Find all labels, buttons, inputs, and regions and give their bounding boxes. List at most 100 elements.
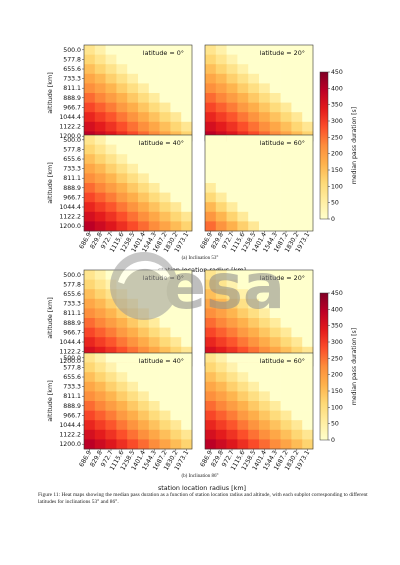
heatmap-cell <box>291 93 303 103</box>
heatmap-cell <box>148 410 160 421</box>
heatmap-cell <box>302 279 314 290</box>
heatmap-cell <box>280 135 292 145</box>
heatmap-cell <box>302 308 314 319</box>
heatmap-cell <box>248 420 260 431</box>
heatmap-cell <box>181 289 193 300</box>
heatmap-cell <box>84 173 96 184</box>
heatmap-cell <box>94 83 106 94</box>
heatmap-cell <box>94 183 106 193</box>
heatmap-cell <box>291 83 303 94</box>
heatmap-cell <box>291 54 303 65</box>
heatmap-cell <box>181 135 193 145</box>
heatmap-cell <box>291 163 303 174</box>
heatmap-cell <box>84 362 96 373</box>
heatmap-cell <box>159 112 171 123</box>
heatmap-cell <box>248 327 260 338</box>
heatmap-cell <box>215 102 227 113</box>
heatmap-cell <box>159 64 171 75</box>
heatmap-cell <box>159 192 171 203</box>
heatmap-cell <box>159 173 171 184</box>
heatmap-cell <box>116 173 128 184</box>
heatmap-cell <box>127 401 139 411</box>
heatmap-cell <box>205 289 217 300</box>
heatmap-panel: latitude = 0° 500.0 577.8 655.6 733.3 811.1 88… <box>46 44 193 142</box>
heatmap-cell <box>148 439 160 450</box>
heatmap-cell <box>248 192 260 203</box>
heatmap-cell <box>159 154 171 165</box>
heatmap-cell <box>280 289 292 300</box>
heatmap-cell <box>226 429 238 440</box>
heatmap-cell <box>215 346 227 357</box>
heatmap-cell <box>138 54 150 65</box>
heatmap-cell <box>226 381 238 392</box>
heatmap-cell <box>280 308 292 319</box>
colorbar-tick-label: 0 <box>331 216 335 223</box>
heatmap-cell <box>302 346 314 357</box>
heatmap-cell <box>181 420 193 431</box>
heatmap-cell <box>159 93 171 103</box>
heatmap-cell <box>205 318 217 328</box>
heatmap-cell <box>237 381 249 392</box>
heatmap-cell <box>248 337 260 348</box>
heatmap-cell <box>105 270 117 280</box>
heatmap-cell <box>269 183 281 193</box>
heatmap-cell <box>248 202 260 213</box>
heatmap-cell <box>259 64 271 75</box>
heatmap-cell <box>127 346 139 357</box>
heatmap-cell <box>215 202 227 213</box>
heatmap-cell <box>237 211 249 222</box>
heatmap-cell <box>280 429 292 440</box>
heatmap-cell <box>215 183 227 193</box>
heatmap-cell <box>302 192 314 203</box>
heatmap-cell <box>280 173 292 184</box>
heatmap-cell <box>84 144 96 155</box>
heatmap-cell <box>116 83 128 94</box>
heatmap-cell <box>291 192 303 203</box>
heatmap-cell <box>215 121 227 132</box>
heatmap-cell <box>170 183 182 193</box>
heatmap-cell <box>237 337 249 348</box>
panel-frame <box>204 352 314 450</box>
heatmap-cell <box>148 346 160 357</box>
heatmap-cell <box>205 401 217 411</box>
heatmap-cell <box>159 202 171 213</box>
heatmap-cell <box>280 183 292 193</box>
heatmap-cell <box>181 362 193 373</box>
heatmap-cell <box>127 112 139 123</box>
subcaption-a: (a) Inclination 53° <box>181 256 219 261</box>
heatmap-cell <box>170 211 182 222</box>
heatmap-cell <box>170 83 182 94</box>
heatmap-cell <box>170 45 182 55</box>
heatmap-panel: latitude = 20° <box>204 44 314 142</box>
heatmap-cell <box>127 135 139 145</box>
heatmap-cell <box>159 45 171 55</box>
heatmap-cell <box>148 327 160 338</box>
heatmap-cell <box>148 73 160 84</box>
heatmap-cell <box>159 318 171 328</box>
heatmap-cell <box>291 391 303 402</box>
heatmap-cell <box>148 337 160 348</box>
heatmap-cell <box>138 211 150 222</box>
heatmap-cell <box>237 102 249 113</box>
heatmap-cell <box>259 381 271 392</box>
heatmap-cell <box>291 298 303 309</box>
heatmap-cell <box>148 211 160 222</box>
heatmap-cell <box>159 381 171 392</box>
heatmap-cell <box>84 211 96 222</box>
heatmap-cell <box>127 45 139 55</box>
heatmap-cell <box>248 289 260 300</box>
heatmap-cell <box>84 391 96 402</box>
heatmap-cell <box>116 308 128 319</box>
heatmap-cell <box>159 391 171 402</box>
y-tick-label: 811.1 <box>63 85 81 92</box>
heatmap-cell <box>94 112 106 123</box>
heatmap-cell <box>269 318 281 328</box>
heatmap-cell <box>226 439 238 450</box>
heatmap-cell <box>127 318 139 328</box>
heatmap-cell <box>127 121 139 132</box>
heatmap-cell <box>248 372 260 383</box>
heatmap-cell <box>127 83 139 94</box>
heatmap-cell <box>215 353 227 363</box>
heatmap-cell <box>291 353 303 363</box>
heatmap-cell <box>226 102 238 113</box>
